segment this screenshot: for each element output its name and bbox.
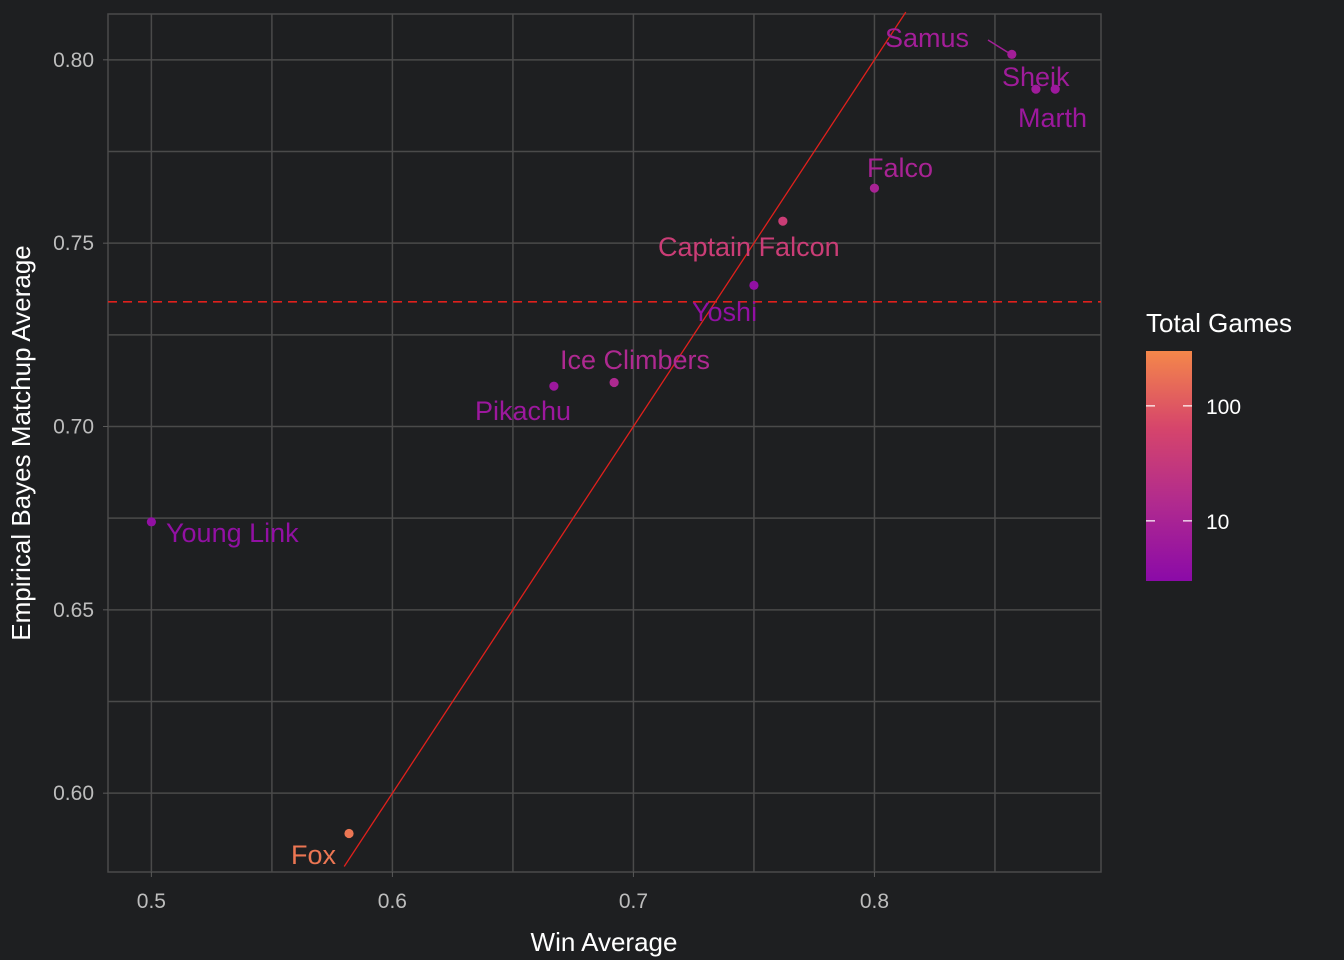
data-point — [1031, 84, 1041, 94]
legend: Total Games 10 100 — [1146, 308, 1292, 581]
point-label: Pikachu — [475, 396, 571, 426]
label-leader-line — [987, 39, 1009, 53]
point-label: Marth — [1018, 103, 1087, 133]
x-tick-label: 0.6 — [378, 890, 407, 913]
legend-ticks: 10 100 — [1146, 396, 1241, 534]
point-label: Young Link — [166, 518, 299, 548]
point-label: Yoshi — [692, 297, 757, 327]
point-labels: Samus Sheik Marth Falco Captain Falcon Yoshi I… — [166, 23, 1087, 870]
point-label: Sheik — [1002, 62, 1070, 92]
legend-tick-label: 10 — [1206, 511, 1229, 534]
point-label: Samus — [885, 23, 969, 53]
data-points — [146, 49, 1060, 839]
y-axis-ticks: 0.60 0.65 0.70 0.75 0.80 — [53, 49, 108, 805]
data-point — [609, 377, 619, 388]
y-tick-label: 0.80 — [53, 49, 94, 72]
x-tick-label: 0.7 — [619, 890, 648, 913]
data-point — [146, 517, 156, 527]
point-label: Falco — [867, 153, 933, 183]
x-tick-label: 0.8 — [860, 890, 889, 913]
data-point — [1007, 49, 1017, 59]
identity-line — [343, 11, 907, 867]
x-axis-label: Win Average — [531, 927, 678, 957]
data-point — [869, 183, 880, 193]
grid — [108, 14, 1101, 872]
x-tick-label: 0.5 — [137, 890, 166, 913]
y-tick-label: 0.65 — [53, 599, 94, 622]
point-label: Captain Falcon — [658, 232, 840, 262]
data-point — [749, 280, 759, 290]
data-point — [778, 216, 788, 226]
plot-border — [107, 13, 1102, 873]
legend-tick-label: 100 — [1206, 396, 1241, 419]
point-label: Fox — [291, 840, 337, 870]
legend-colorbar — [1146, 351, 1192, 581]
y-tick-label: 0.70 — [53, 416, 94, 439]
data-point — [1050, 84, 1060, 94]
data-point — [549, 381, 559, 391]
y-axis-label: Empirical Bayes Matchup Average — [6, 245, 36, 641]
y-tick-label: 0.75 — [53, 232, 94, 255]
point-label: Ice Climbers — [560, 345, 710, 375]
x-axis-ticks: 0.5 0.6 0.7 0.8 — [137, 872, 889, 913]
legend-title: Total Games — [1146, 308, 1292, 338]
data-point — [344, 828, 354, 839]
y-tick-label: 0.60 — [53, 782, 94, 805]
reference-lines — [108, 11, 1101, 867]
